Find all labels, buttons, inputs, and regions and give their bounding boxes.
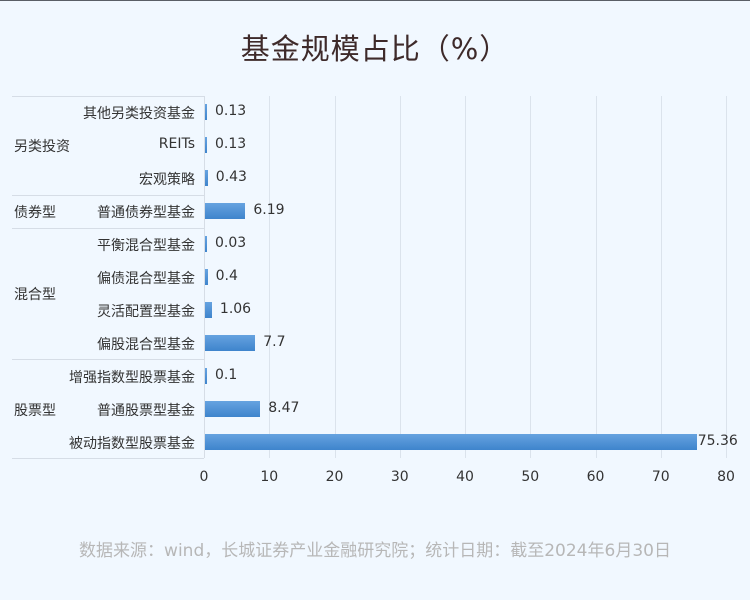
x-axis-tick: 60 — [586, 469, 605, 485]
gridline — [269, 96, 271, 458]
x-axis-tick: 50 — [521, 469, 540, 485]
category-label: 偏债混合型基金 — [97, 271, 195, 287]
chart-title: 基金规模占比（%） — [240, 32, 510, 66]
category-label: 其他另类投资基金 — [83, 106, 195, 122]
bar[interactable] — [205, 269, 208, 285]
value-label: 8.47 — [268, 400, 300, 416]
bar[interactable] — [205, 434, 697, 450]
category-label: 普通股票型基金 — [97, 403, 195, 419]
x-axis-tick: 30 — [390, 469, 409, 485]
gridline — [334, 96, 336, 458]
value-label: 0.4 — [215, 268, 238, 284]
group-separator — [12, 195, 204, 196]
x-axis-tick: 40 — [456, 469, 474, 485]
x-axis-tick: 0 — [199, 469, 209, 485]
category-label: 被动指数型股票基金 — [69, 436, 195, 452]
group-label: 另类投资 — [14, 139, 70, 155]
x-axis-tick: 10 — [260, 469, 279, 485]
source-note: 数据来源：wind，长城证券产业金融研究院；统计日期：截至2024年6月30日 — [79, 541, 671, 561]
category-label: 普通债券型基金 — [97, 205, 195, 221]
bar[interactable] — [205, 401, 261, 417]
bar[interactable] — [205, 104, 207, 120]
category-label: 宏观策略 — [139, 172, 195, 188]
value-label: 0.03 — [215, 235, 247, 251]
value-label: 0.13 — [215, 136, 247, 152]
bar[interactable] — [205, 302, 212, 318]
gridline — [595, 96, 597, 458]
category-label: 灵活配置型基金 — [97, 304, 195, 320]
group-separator — [12, 228, 204, 229]
category-label: REITs — [158, 136, 195, 152]
group-label: 债券型 — [14, 205, 56, 221]
category-label: 偏股混合型基金 — [97, 337, 195, 353]
category-label: 增强指数型股票基金 — [69, 370, 195, 386]
value-label: 0.43 — [215, 169, 247, 185]
x-axis-tick: 70 — [651, 469, 670, 485]
bar[interactable] — [205, 236, 207, 252]
group-label: 股票型 — [14, 403, 56, 419]
group-separator — [12, 96, 204, 97]
top-border — [0, 0, 750, 1]
category-label: 平衡混合型基金 — [97, 238, 195, 254]
gridline — [726, 96, 727, 458]
x-axis-tick: 20 — [325, 469, 344, 485]
category-label-panel — [12, 96, 205, 458]
gridline — [660, 96, 662, 458]
value-label: 6.19 — [253, 202, 285, 218]
value-label: 0.13 — [215, 103, 247, 119]
bar[interactable] — [205, 368, 207, 384]
group-separator — [12, 458, 204, 459]
bar[interactable] — [205, 335, 256, 351]
value-label: 0.1 — [215, 367, 238, 383]
gridline — [465, 96, 466, 458]
gridline — [399, 96, 401, 458]
bar[interactable] — [205, 137, 207, 153]
bar[interactable] — [205, 203, 246, 219]
gridline — [530, 96, 532, 458]
x-axis-tick: 80 — [717, 469, 735, 485]
value-label: 75.36 — [697, 433, 738, 449]
value-label: 1.06 — [219, 301, 252, 317]
bar[interactable] — [205, 170, 208, 186]
group-label: 混合型 — [14, 287, 56, 303]
group-separator — [12, 359, 204, 360]
value-label: 7.7 — [263, 334, 286, 350]
